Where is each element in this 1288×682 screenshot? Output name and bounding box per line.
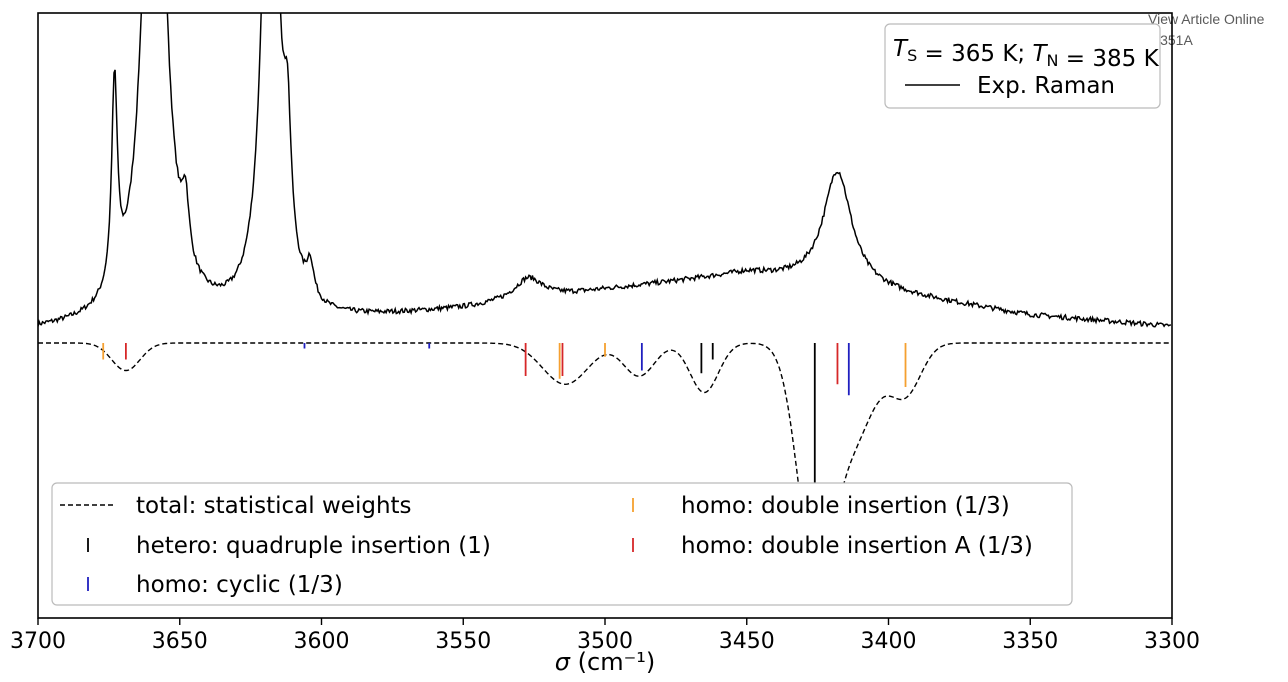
- bottom-legend-box: [51, 482, 1073, 606]
- view-article-online-link[interactable]: View Article Online: [1148, 11, 1265, 27]
- x-tick-label: 3350: [1002, 629, 1058, 654]
- x-tick-label: 3650: [152, 629, 208, 654]
- legend-label: total: statistical weights: [136, 493, 412, 519]
- x-axis-ticks: 3700 3650 3600 3550 3500 3450 3400 3350 3300: [10, 618, 1200, 654]
- x-tick-label: 3600: [294, 629, 350, 654]
- curves-layer: [38, 13, 1172, 587]
- inset-legend: TS = 365 K; TN = 385 K Exp. Raman: [884, 23, 1161, 109]
- legend-label: hetero: quadruple insertion (1): [136, 533, 491, 559]
- bottom-legend: total: statistical weights hetero: quadru…: [51, 482, 1073, 606]
- exp-raman-line: [38, 13, 1172, 328]
- x-tick-label: 3450: [719, 629, 775, 654]
- inset-legend-box: [884, 23, 1161, 109]
- legend-label: homo: double insertion A (1/3): [681, 533, 1033, 559]
- x-tick-label: 3700: [10, 629, 66, 654]
- inset-legend-conditions: TS = 365 K; TN = 385 K: [893, 36, 1160, 72]
- x-tick-label: 3550: [435, 629, 491, 654]
- x-axis-label: σ (cm⁻¹): [555, 648, 655, 676]
- legend-label: homo: double insertion (1/3): [681, 493, 1010, 519]
- legend-label: homo: cyclic (1/3): [136, 572, 343, 598]
- x-tick-label: 3400: [861, 629, 917, 654]
- legend-entries: total: statistical weights hetero: quadru…: [60, 493, 1033, 598]
- x-tick-label: 3300: [1144, 629, 1200, 654]
- exp-raman-legend-label: Exp. Raman: [977, 73, 1115, 99]
- x-tick-label: 3500: [577, 629, 633, 654]
